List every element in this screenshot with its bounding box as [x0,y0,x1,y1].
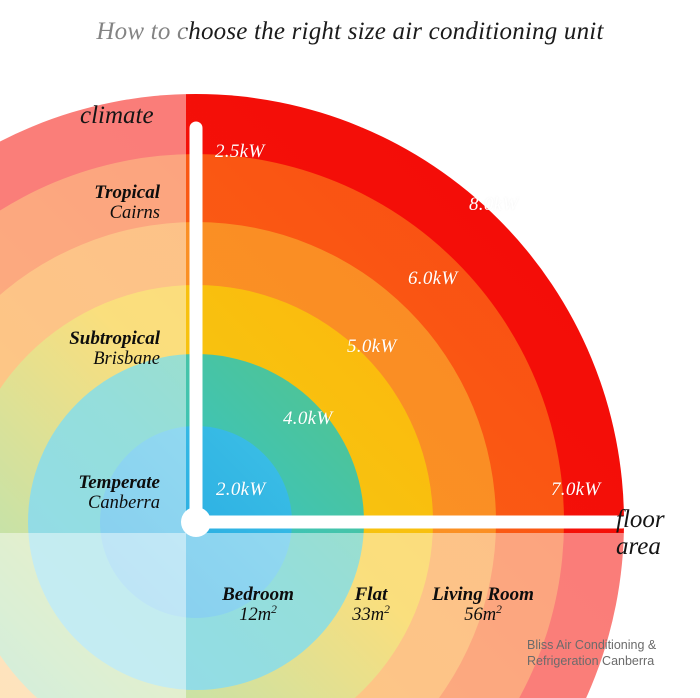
climate-category-subtropical-city: Brisbane [93,348,160,369]
floor-area-living-room-unit: m [482,604,497,625]
floor-area-flat-name: Flat [354,584,388,605]
climate-category-subtropical: Subtropical Brisbane [0,329,160,370]
climate-category-tropical: Tropical Cairns [0,183,160,224]
credit-attribution: Bliss Air Conditioning & Refrigeration C… [527,638,697,669]
floor-area-flat: Flat 33m2 [317,585,425,626]
credit-line-1: Bliss Air Conditioning & [527,638,657,652]
climate-category-temperate-city: Canberra [88,492,160,513]
climate-category-temperate-name: Temperate [78,472,160,493]
ring-label-4-0kw: 4.0kW [283,408,333,429]
floor-area-living-room: Living Room 56m2 [411,585,555,626]
floor-area-axis-veil [0,533,700,698]
ring-label-8-0kw: 8.0kW [469,194,519,215]
floor-area-bedroom-exponent: 2 [271,603,277,616]
floor-area-living-room-exponent: 2 [496,603,502,616]
floor-area-axis-label-line1: floor [616,506,665,533]
page-title: How to choose the right size air conditi… [96,18,604,45]
climate-axis-label: climate [80,102,154,129]
ring-label-5-0kw: 5.0kW [347,336,397,357]
axis-lines [181,121,629,537]
floor-area-bedroom: Bedroom 12m2 [185,585,331,626]
ring-label-7-0kw: 7.0kW [551,479,601,500]
axis-origin-knob [181,507,211,537]
floor-area-living-room-value: 56 [464,604,483,625]
floor-area-bedroom-unit: m [257,604,272,625]
climate-category-subtropical-name: Subtropical [69,328,160,349]
floor-area-living-room-size: 56m2 [411,603,555,626]
climate-axis-veil [0,0,186,698]
floor-area-axis-label-line2: area [616,532,661,560]
floor-area-bedroom-size: 12m2 [185,603,331,626]
ring-label-2-0kw: 2.0kW [216,479,266,500]
ring-label-6-0kw: 6.0kW [408,268,458,289]
capacity-rings [0,94,624,698]
floor-area-flat-size: 33m2 [317,603,425,626]
climate-category-temperate: Temperate Canberra [0,473,160,514]
floor-area-flat-exponent: 2 [384,603,390,616]
ring-label-2-5kw: 2.5kW [215,141,265,162]
climate-category-tropical-city: Cairns [109,202,160,223]
credit-line-2: Refrigeration Canberra [527,653,655,668]
floor-area-bedroom-name: Bedroom [222,584,294,605]
climate-category-tropical-name: Tropical [94,182,160,203]
floor-area-living-room-name: Living Room [432,584,534,605]
floor-area-axis-label: floor area [616,506,665,560]
floor-area-flat-value: 33 [352,604,371,625]
floor-area-flat-unit: m [370,604,385,625]
floor-area-bedroom-value: 12 [239,604,258,625]
